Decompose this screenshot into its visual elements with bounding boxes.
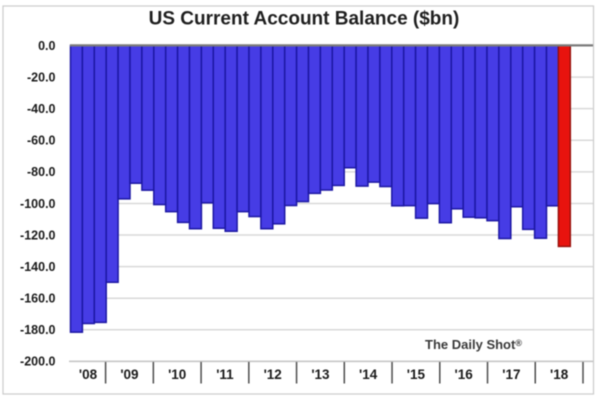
svg-text:'11: '11 xyxy=(216,367,234,382)
svg-text:'15: '15 xyxy=(407,367,426,382)
svg-text:-20.0: -20.0 xyxy=(27,70,56,84)
svg-text:'10: '10 xyxy=(168,367,186,382)
svg-text:'09: '09 xyxy=(120,367,138,382)
svg-text:-40.0: -40.0 xyxy=(27,102,56,116)
svg-text:-80.0: -80.0 xyxy=(27,165,56,179)
svg-text:The Daily Shot®: The Daily Shot® xyxy=(425,337,522,352)
svg-text:'08: '08 xyxy=(79,367,98,382)
svg-text:'13: '13 xyxy=(311,367,330,382)
svg-text:-100.0: -100.0 xyxy=(20,197,55,211)
svg-text:'16: '16 xyxy=(455,367,474,382)
svg-text:'18: '18 xyxy=(550,367,569,382)
svg-text:'14: '14 xyxy=(359,367,378,382)
svg-text:-120.0: -120.0 xyxy=(20,228,55,242)
svg-text:0.0: 0.0 xyxy=(38,39,55,53)
svg-text:'17: '17 xyxy=(502,367,520,382)
svg-text:'12: '12 xyxy=(264,367,282,382)
svg-text:-180.0: -180.0 xyxy=(20,323,55,337)
svg-text:-140.0: -140.0 xyxy=(20,260,55,274)
svg-text:-200.0: -200.0 xyxy=(20,355,55,369)
svg-text:-160.0: -160.0 xyxy=(20,292,55,306)
svg-text:-60.0: -60.0 xyxy=(27,134,56,148)
svg-text:US Current Account Balance ($b: US Current Account Balance ($bn) xyxy=(149,9,460,30)
